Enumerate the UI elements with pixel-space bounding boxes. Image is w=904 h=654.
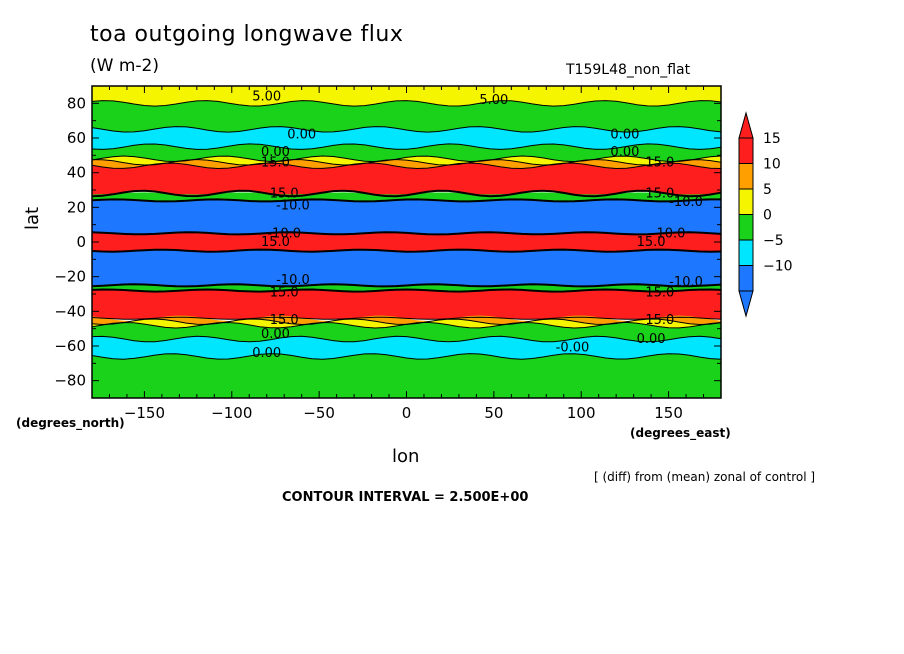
y-tick-label: 20 [67, 198, 86, 216]
contour-line [91, 162, 722, 170]
x-tick-label: 150 [654, 404, 683, 422]
contour-label: 15.0 [637, 235, 666, 250]
y-tick-label: 40 [67, 164, 86, 182]
contour-label: 15.0 [645, 186, 674, 201]
contour-line [91, 158, 722, 166]
contour-label: 0.00 [610, 128, 639, 143]
contour-label: -10.0 [267, 226, 301, 241]
contour-label: 15.0 [270, 313, 299, 328]
contour-label: 15.0 [645, 313, 674, 328]
contour-label: 0.00 [610, 145, 639, 160]
contour-label: -10.0 [669, 195, 703, 210]
contour-label: 0.00 [261, 327, 290, 342]
colorbar-segment [738, 188, 754, 215]
contour-label: 15.0 [261, 155, 290, 170]
contour-line [91, 126, 722, 133]
x-tick-label: −100 [211, 404, 252, 422]
y-tick-label: −40 [54, 302, 86, 320]
colorbar-arrow-bottom [738, 290, 754, 318]
contour-label: 15.0 [270, 285, 299, 300]
contour-band [92, 249, 721, 287]
contour-label: 0.00 [252, 346, 281, 361]
x-ticks: −150 −100 −50 0 50 100 150 [91, 86, 722, 422]
x-tick-label: −50 [303, 404, 335, 422]
contour-line [91, 248, 722, 253]
colorbar-label: −5 [763, 233, 784, 249]
colorbar-label: 15 [763, 131, 781, 147]
contour-label: 15.0 [270, 186, 299, 201]
chart-title: toa outgoing longwave flux [90, 22, 404, 47]
contour-label: 15.0 [645, 285, 674, 300]
x-tick-label: 100 [567, 404, 596, 422]
colorbar-arrow-top [738, 111, 754, 139]
contour-bands [92, 86, 721, 398]
contour-line [91, 321, 722, 329]
colorbar: 15 10 5 0 −5 −10 [738, 111, 793, 318]
contour-line [91, 231, 722, 236]
contour-interval: CONTOUR INTERVAL = 2.500E+00 [282, 490, 529, 505]
contour-label: 15.0 [261, 235, 290, 250]
x-tick-label: −150 [124, 404, 165, 422]
contour-band [92, 289, 721, 320]
contour-line [91, 283, 722, 288]
contour-label: -10.0 [276, 273, 310, 288]
contour-label: 0.00 [287, 128, 316, 143]
chart-units: (W m-2) [90, 56, 159, 76]
contour-band [92, 86, 721, 107]
contour-label: -10.0 [652, 226, 686, 241]
contour-line [91, 316, 722, 320]
colorbar-segment [738, 265, 754, 292]
contour-band [92, 100, 721, 133]
contour-band [92, 199, 721, 235]
colorbar-segment [738, 214, 754, 241]
y-tick-label: 80 [67, 94, 86, 112]
y-tick-label: −80 [54, 372, 86, 390]
colorbar-label: 10 [763, 157, 781, 173]
contour-label: 15.0 [645, 155, 674, 170]
contour-label: -0.00 [556, 341, 590, 356]
contour-line [91, 353, 722, 360]
y-units-label: (degrees_north) [16, 416, 125, 430]
colorbar-label: 0 [763, 208, 772, 224]
y-tick-label: 0 [76, 233, 86, 251]
contour-band [92, 319, 721, 328]
y-ticks: −80 −60 −40 −20 0 20 40 60 80 [54, 85, 721, 399]
y-tick-label: −20 [54, 268, 86, 286]
x-tick-label: 50 [484, 404, 503, 422]
contour-label: 5.00 [479, 93, 508, 108]
contour-band [92, 322, 721, 342]
contour-label: 0.00 [261, 145, 290, 160]
colorbar-label: 5 [763, 182, 772, 198]
x-axis-label: lon [392, 446, 420, 467]
y-tick-label: 60 [67, 129, 86, 147]
contour-label: -10.0 [276, 199, 310, 214]
contour-label: -10.0 [669, 275, 703, 290]
contour-band [92, 159, 721, 169]
x-units-label: (degrees_east) [630, 426, 731, 440]
contour-band [92, 353, 721, 398]
contour-label: 5.00 [252, 89, 281, 104]
y-tick-label: −60 [54, 337, 86, 355]
contour-line [91, 143, 722, 150]
contour-line [91, 189, 722, 198]
run-label: T159L48_non_flat [566, 62, 691, 78]
x-tick-label: 0 [402, 404, 412, 422]
contour-line [91, 198, 721, 203]
colorbar-segment [738, 137, 754, 164]
colorbar-label: −10 [763, 259, 793, 275]
contour-line [91, 288, 722, 293]
contour-lines [91, 100, 722, 360]
contour-band [92, 232, 721, 252]
contour-band [92, 143, 721, 162]
contour-band [92, 192, 721, 202]
contour-line [91, 100, 722, 107]
colorbar-segment [738, 163, 754, 190]
contour-line [91, 335, 722, 343]
colorbar-segment [738, 239, 754, 266]
contour-label: 0.00 [637, 332, 666, 347]
contour-band [92, 163, 721, 197]
diff-note: [ (diff) from (mean) zonal of control ] [594, 470, 816, 484]
